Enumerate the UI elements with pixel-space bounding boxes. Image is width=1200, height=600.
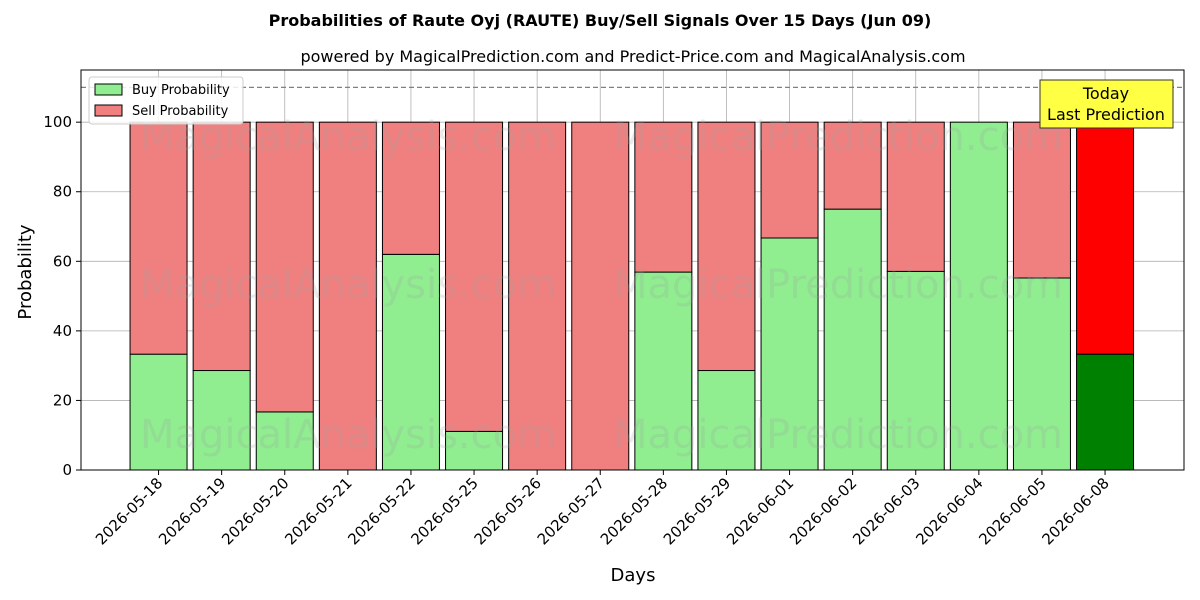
watermark-text: MagicalPrediction.com [613, 262, 1063, 308]
bar-sell [129, 121, 188, 355]
chart-subtitle: powered by MagicalPrediction.com and Pre… [300, 47, 965, 66]
x-tick-label: 2026-06-02 [786, 474, 860, 548]
annotation-line-1: Today [1082, 84, 1129, 103]
legend-swatch [94, 104, 123, 117]
y-tick-label: 100 [43, 113, 72, 131]
legend-label: Buy Probability [132, 83, 230, 98]
bar-buy [697, 370, 756, 471]
legend-label: Sell Probability [132, 104, 229, 119]
watermark-text: MagicalAnalysis.com [140, 262, 556, 308]
bar-sell [571, 121, 630, 471]
y-tick-label: 80 [53, 183, 72, 201]
x-tick-label: 2026-05-26 [471, 474, 545, 548]
today-annotation: Today Last Prediction [1039, 79, 1174, 129]
plot-frame [80, 69, 1185, 471]
bar-sell [445, 121, 504, 432]
annotation-box [1039, 79, 1174, 129]
bar-sell [697, 121, 756, 372]
bar-buy [823, 208, 882, 471]
x-axis-label: Days [611, 565, 656, 586]
annotation-line-2: Last Prediction [1047, 105, 1165, 124]
x-tick-label: 2026-06-01 [723, 474, 797, 548]
x-tick-label: 2026-05-22 [344, 474, 418, 548]
bar-buy [634, 271, 693, 471]
chart-title: Probabilities of Raute Oyj (RAUTE) Buy/S… [269, 11, 932, 30]
y-axis: 0 20 40 60 80 100 [43, 113, 81, 479]
x-tick-label: 2026-05-21 [281, 474, 355, 548]
x-tick-label: 2026-06-08 [1038, 474, 1112, 548]
x-tick-label: 2026-05-28 [597, 474, 671, 548]
bar-sell [255, 121, 314, 413]
legend: Buy Probability Sell Probability [88, 76, 244, 125]
bar-sell [634, 121, 693, 273]
bar-sell [318, 121, 377, 471]
bar-sell [1076, 121, 1135, 355]
bar-sell [381, 121, 440, 255]
x-tick-label: 2026-05-25 [407, 474, 481, 548]
legend-swatch [94, 83, 123, 96]
bar-sell [760, 121, 819, 239]
bar-buy [760, 237, 819, 471]
bar-buy [1012, 277, 1071, 471]
watermark-text: MagicalAnalysis.com [140, 412, 556, 458]
legend-box [88, 76, 244, 125]
x-tick-label: 2026-05-27 [534, 474, 608, 548]
bars [129, 121, 1135, 471]
bar-sell [508, 121, 567, 471]
bar-buy [255, 411, 314, 471]
y-tick-label: 20 [53, 391, 72, 409]
x-tick-label: 2026-06-03 [849, 474, 923, 548]
x-tick-label: 2026-05-20 [218, 474, 292, 548]
watermark-text: MagicalPrediction.com [613, 114, 1063, 160]
y-tick-label: 40 [53, 322, 72, 340]
bar-sell [886, 121, 945, 272]
bar-buy [1076, 353, 1135, 471]
x-tick-label: 2026-05-18 [92, 474, 166, 548]
bar-sell [823, 121, 882, 210]
x-tick-label: 2026-06-05 [975, 474, 1049, 548]
y-tick-label: 60 [53, 252, 72, 270]
bar-buy [949, 121, 1008, 471]
bar-buy [886, 270, 945, 471]
x-tick-label: 2026-05-19 [155, 474, 229, 548]
x-tick-label: 2026-06-04 [912, 474, 986, 548]
watermark-text: MagicalPrediction.com [613, 412, 1063, 458]
x-axis: 2026-05-182026-05-192026-05-202026-05-21… [92, 470, 1113, 548]
y-axis-label: Probability [15, 224, 36, 319]
x-tick-label: 2026-05-29 [660, 474, 734, 548]
bar-sell [1012, 121, 1071, 279]
bar-buy [192, 370, 251, 471]
y-tick-label: 0 [62, 461, 72, 479]
